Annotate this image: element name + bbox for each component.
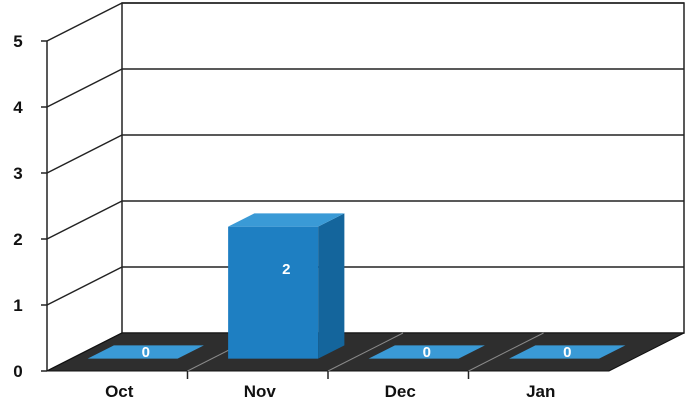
gridline-side [46,266,123,306]
bar-dec: 0 [368,344,485,361]
x-axis-ticks: Oct Nov Dec Jan [105,382,555,401]
y-axis-ticks: 0 1 2 3 4 5 [13,32,23,381]
data-label: 0 [423,344,431,361]
y-tick-label: 4 [13,98,23,117]
x-tick-label: Nov [244,382,277,401]
bar-top [228,213,345,227]
x-tick-label: Dec [385,382,416,401]
bar-top [368,345,485,359]
bar-top [509,345,626,359]
chart-walls [41,2,685,372]
data-label: 0 [142,344,150,361]
gridline-side [46,68,123,108]
data-label: 2 [282,261,290,278]
gridline-side [46,2,123,42]
back-wall [121,2,685,334]
x-tick-label: Jan [526,382,555,401]
y-tick-label: 0 [13,362,22,381]
bar-side [318,213,345,359]
bar-nov: 2 [228,213,345,359]
y-tick-label: 2 [13,230,22,249]
x-tick-label: Oct [105,382,134,401]
y-tick-label: 5 [13,32,22,51]
y-tick-label: 3 [13,164,22,183]
bar-jan: 0 [509,344,626,361]
bar-top [87,345,204,359]
floor-divider [327,332,404,372]
bar-oct: 0 [87,344,204,361]
gridline-side [46,134,123,174]
y-tick-label: 1 [13,296,22,315]
gridline-side [46,200,123,240]
bar-series: 0 2 0 0 [87,213,626,361]
floor-divider [468,332,544,372]
data-label: 0 [563,344,571,361]
bar-front [228,226,319,359]
